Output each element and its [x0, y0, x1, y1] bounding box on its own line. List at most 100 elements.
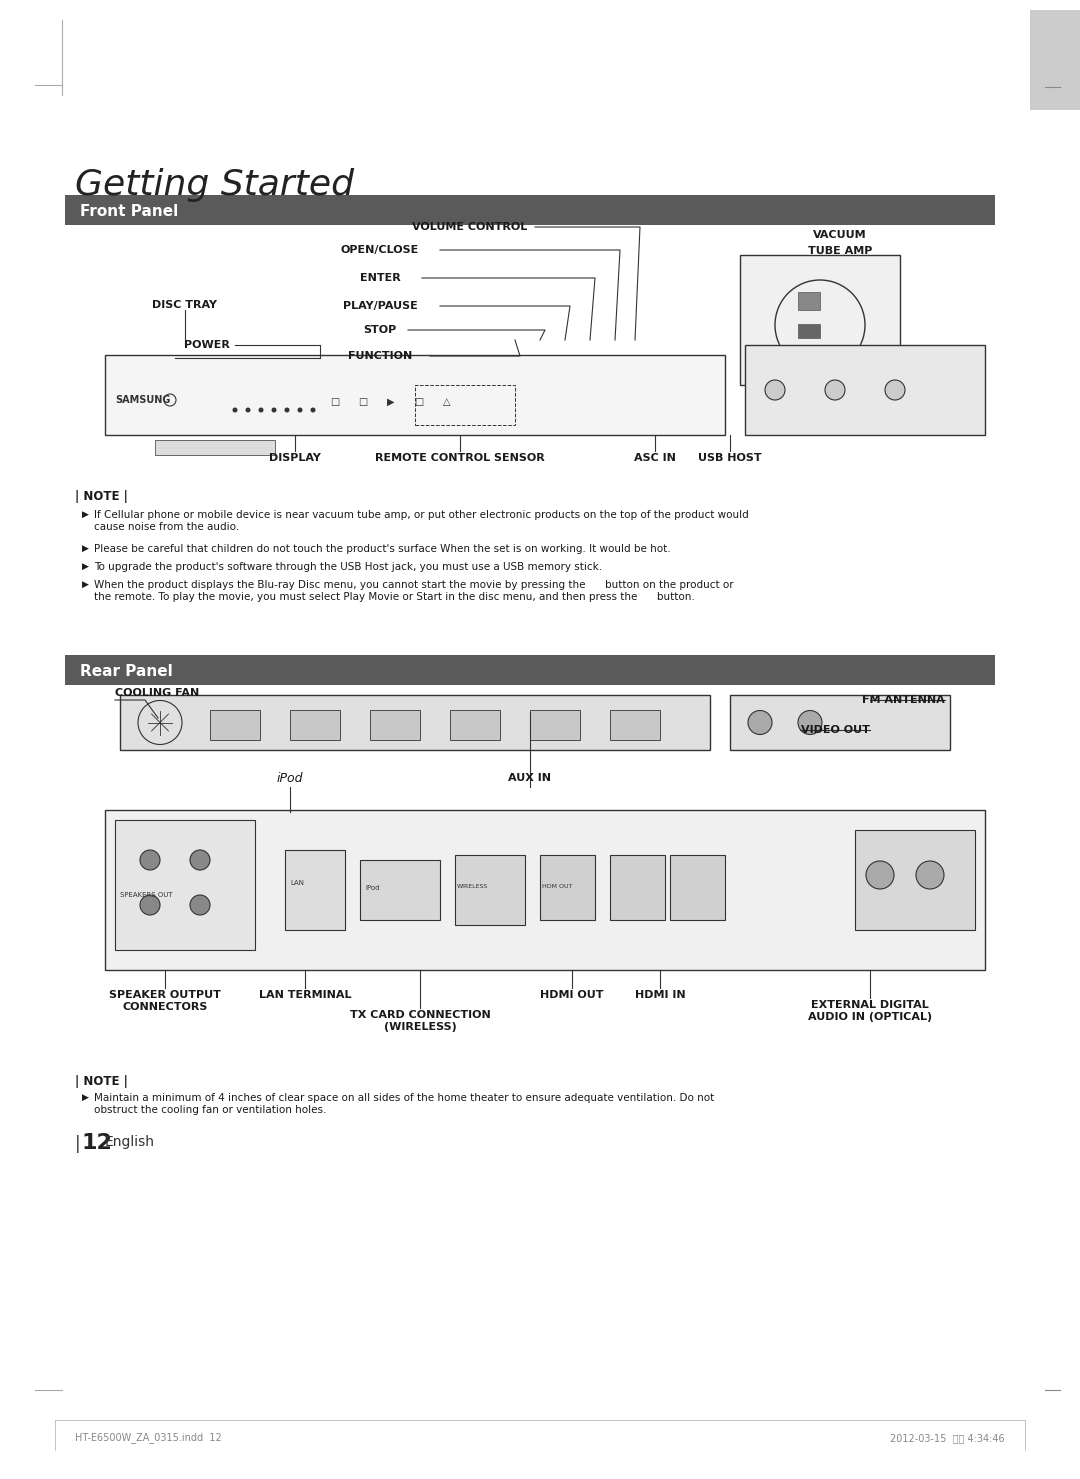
Bar: [1030, 10, 1080, 109]
Text: TUBE AMP: TUBE AMP: [808, 246, 873, 256]
Text: | NOTE |: | NOTE |: [75, 490, 127, 503]
Text: PLAY/PAUSE: PLAY/PAUSE: [342, 302, 417, 311]
Text: iPod: iPod: [276, 772, 303, 784]
Text: | NOTE |: | NOTE |: [75, 1075, 127, 1089]
Text: Maintain a minimum of 4 inches of clear space on all sides of the home theater t: Maintain a minimum of 4 inches of clear …: [94, 1093, 714, 1115]
Bar: [740, 254, 900, 385]
Text: LAN: LAN: [291, 880, 303, 886]
Bar: [114, 819, 255, 950]
Circle shape: [798, 710, 822, 735]
Bar: [798, 291, 820, 311]
Text: STOP: STOP: [363, 325, 396, 336]
Text: iPod: iPod: [365, 884, 379, 890]
Circle shape: [232, 408, 238, 413]
Bar: [105, 355, 725, 435]
Text: SAMSUNG: SAMSUNG: [114, 395, 171, 405]
Circle shape: [866, 861, 894, 889]
Text: HDMI OUT: HDMI OUT: [540, 989, 604, 1000]
Text: ▶: ▶: [82, 580, 89, 589]
Text: SPEAKERS OUT: SPEAKERS OUT: [120, 892, 173, 898]
Bar: [798, 324, 820, 339]
Circle shape: [765, 380, 785, 399]
Text: When the product displays the Blu-ray Disc menu, you cannot start the movie by p: When the product displays the Blu-ray Di…: [94, 580, 733, 602]
Bar: [855, 830, 975, 930]
Text: □: □: [330, 396, 339, 407]
Text: To upgrade the product's software through the USB Host jack, you must use a USB : To upgrade the product's software throug…: [94, 562, 603, 572]
Circle shape: [825, 380, 845, 399]
Text: DISC TRAY: DISC TRAY: [152, 300, 217, 311]
Circle shape: [916, 861, 944, 889]
Text: FUNCTION: FUNCTION: [348, 351, 413, 361]
Text: Rear Panel: Rear Panel: [80, 664, 173, 679]
Bar: [360, 859, 440, 920]
Text: VIDEO OUT: VIDEO OUT: [801, 725, 870, 735]
Text: FM ANTENNA: FM ANTENNA: [862, 695, 945, 705]
Text: HDM OUT: HDM OUT: [542, 884, 572, 889]
Text: VACUUM: VACUUM: [813, 231, 867, 240]
Text: COOLING FAN: COOLING FAN: [114, 688, 199, 698]
Circle shape: [297, 408, 302, 413]
Text: □: □: [359, 396, 367, 407]
Text: USB HOST: USB HOST: [698, 453, 761, 463]
Bar: [415, 385, 515, 424]
Text: Front Panel: Front Panel: [80, 204, 178, 219]
Bar: [450, 710, 500, 740]
Text: WIRELESS: WIRELESS: [457, 884, 488, 889]
Text: LAN TERMINAL: LAN TERMINAL: [259, 989, 351, 1000]
Text: ▶: ▶: [82, 544, 89, 553]
Text: OPEN/CLOSE: OPEN/CLOSE: [341, 246, 419, 254]
Circle shape: [190, 895, 210, 916]
Circle shape: [140, 895, 160, 916]
Text: 2012-03-15  오후 4:34:46: 2012-03-15 오후 4:34:46: [890, 1433, 1005, 1444]
Text: ▶: ▶: [82, 510, 89, 519]
Text: |: |: [75, 1134, 81, 1154]
Text: Please be careful that children do not touch the product's surface When the set : Please be careful that children do not t…: [94, 544, 671, 555]
Text: ENTER: ENTER: [360, 274, 401, 282]
Circle shape: [140, 850, 160, 870]
Text: EXTERNAL DIGITAL
AUDIO IN (OPTICAL): EXTERNAL DIGITAL AUDIO IN (OPTICAL): [808, 1000, 932, 1022]
Circle shape: [748, 710, 772, 735]
Circle shape: [190, 850, 210, 870]
Text: HDMI IN: HDMI IN: [635, 989, 686, 1000]
Bar: [745, 345, 985, 435]
Text: AUX IN: AUX IN: [509, 774, 552, 782]
Text: ▶: ▶: [388, 396, 395, 407]
Bar: [540, 855, 595, 920]
Text: REMOTE CONTROL SENSOR: REMOTE CONTROL SENSOR: [375, 453, 545, 463]
Text: △: △: [443, 396, 450, 407]
Bar: [156, 439, 275, 456]
Bar: [210, 710, 260, 740]
Circle shape: [245, 408, 251, 413]
Bar: [65, 655, 995, 685]
Text: POWER: POWER: [184, 340, 230, 351]
Text: Getting Started: Getting Started: [75, 169, 354, 203]
Text: 12: 12: [82, 1133, 113, 1154]
Bar: [285, 850, 345, 930]
Bar: [610, 855, 665, 920]
Bar: [670, 855, 725, 920]
Text: DISPLAY: DISPLAY: [269, 453, 321, 463]
Bar: [120, 695, 710, 750]
Bar: [370, 710, 420, 740]
Bar: [730, 695, 950, 750]
Circle shape: [284, 408, 289, 413]
Text: VOLUME CONTROL: VOLUME CONTROL: [413, 222, 528, 232]
Text: English: English: [105, 1134, 156, 1149]
Bar: [291, 710, 340, 740]
Bar: [530, 710, 580, 740]
Text: ASC IN: ASC IN: [634, 453, 676, 463]
Text: □: □: [415, 396, 423, 407]
Bar: [65, 195, 995, 225]
Bar: [610, 710, 660, 740]
Text: ▶: ▶: [82, 562, 89, 571]
Circle shape: [885, 380, 905, 399]
Circle shape: [311, 408, 315, 413]
Circle shape: [258, 408, 264, 413]
Text: HT-E6500W_ZA_0315.indd  12: HT-E6500W_ZA_0315.indd 12: [75, 1433, 221, 1444]
Bar: [455, 855, 525, 924]
Text: ▶: ▶: [82, 1093, 89, 1102]
Text: If Cellular phone or mobile device is near vacuum tube amp, or put other electro: If Cellular phone or mobile device is ne…: [94, 510, 748, 531]
Circle shape: [271, 408, 276, 413]
Text: SPEAKER OUTPUT
CONNECTORS: SPEAKER OUTPUT CONNECTORS: [109, 989, 221, 1012]
Bar: [105, 810, 985, 970]
